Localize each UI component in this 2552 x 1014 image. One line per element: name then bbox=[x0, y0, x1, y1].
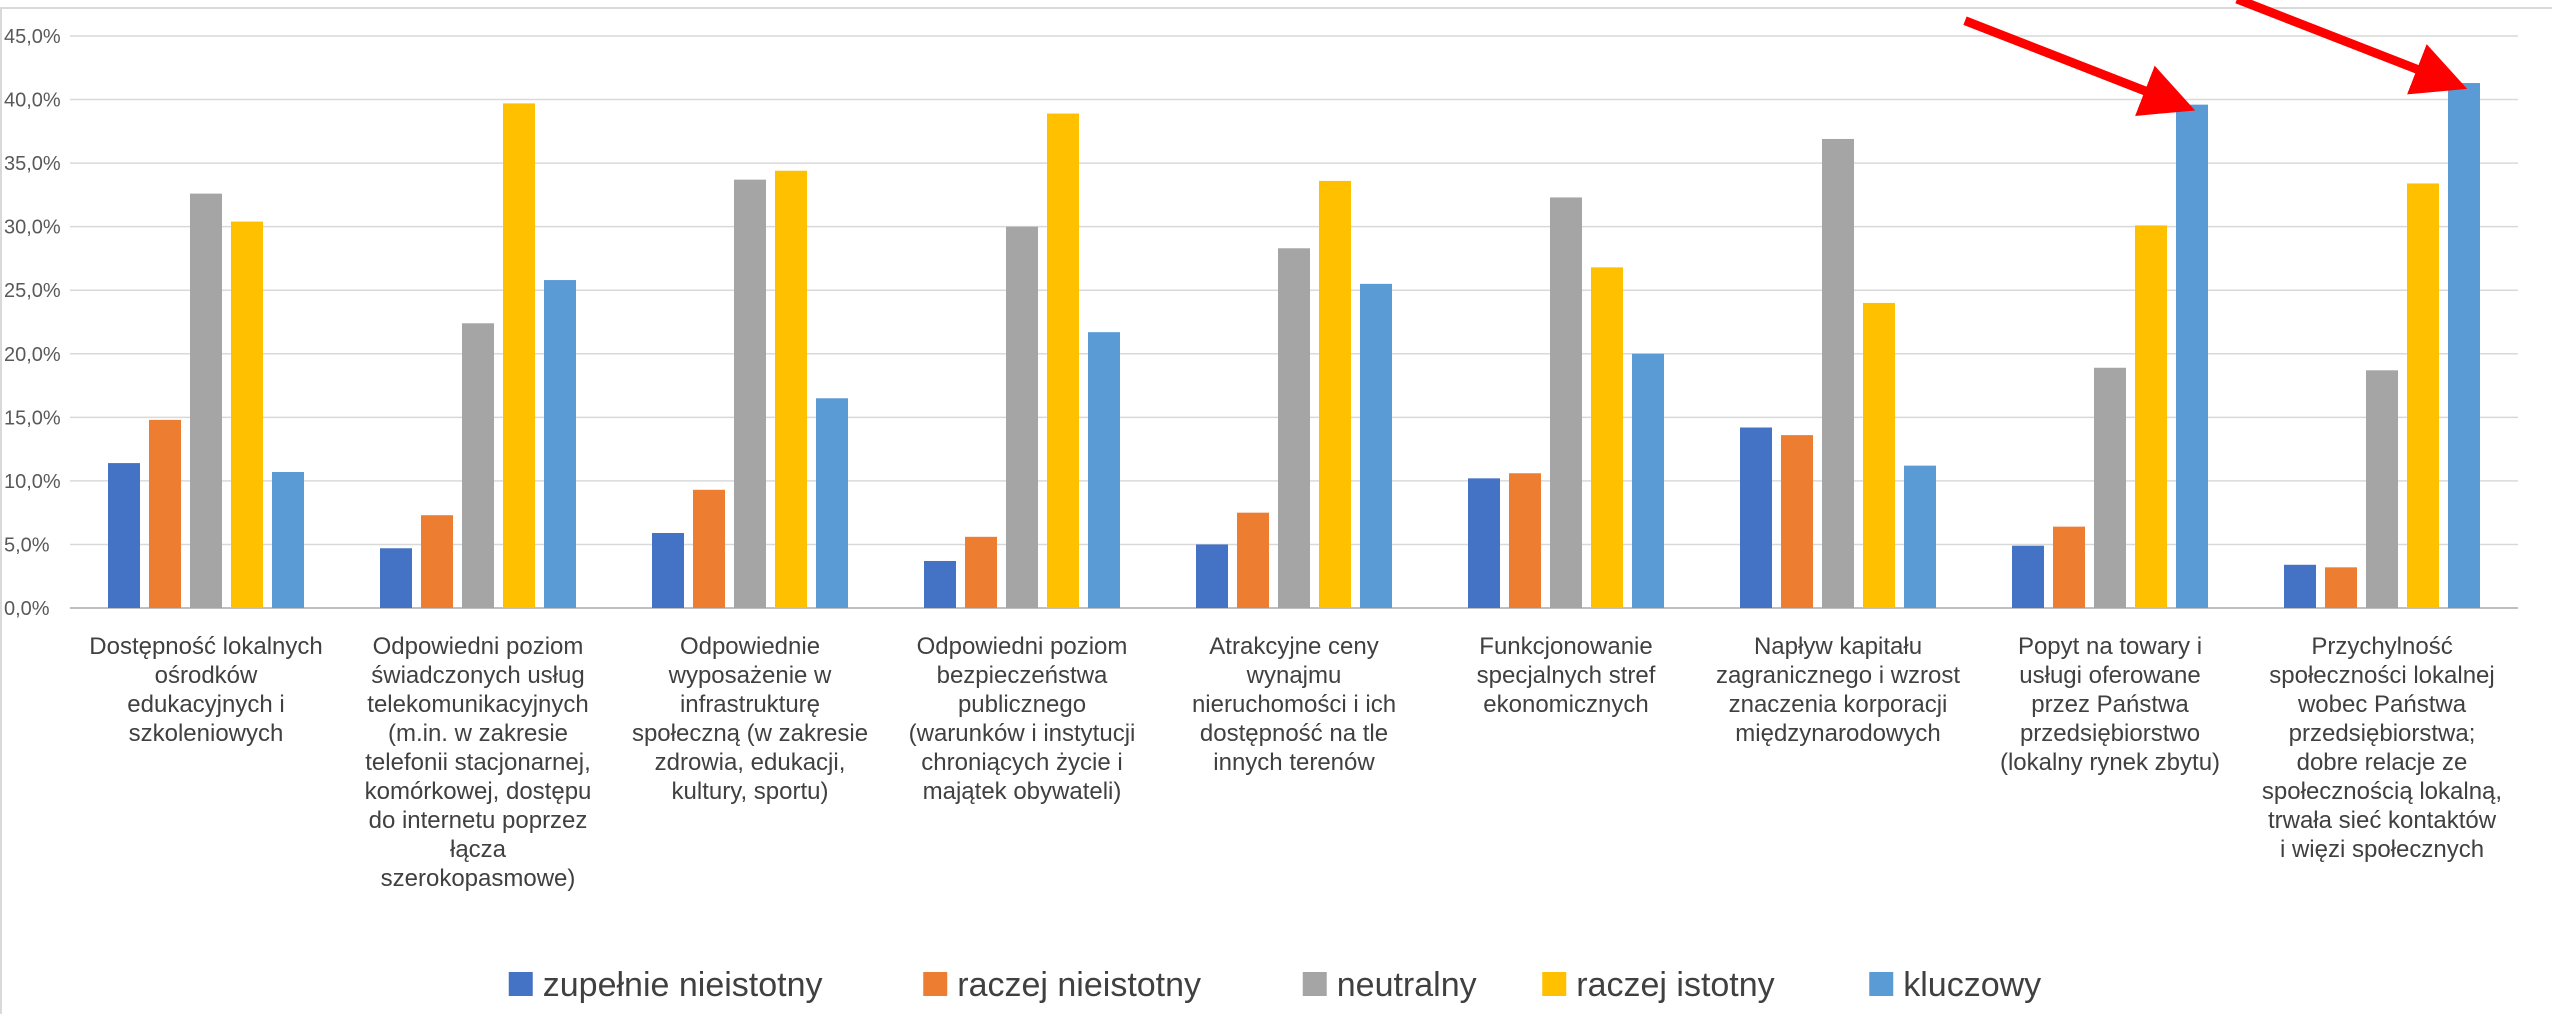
bar-1-1 bbox=[108, 463, 140, 608]
legend-swatch bbox=[1869, 972, 1894, 996]
bar-5-3 bbox=[816, 398, 848, 608]
y-tick-label: 5,0% bbox=[4, 534, 50, 556]
legend-item: raczej nieistotny bbox=[923, 966, 1201, 1004]
legend-label: neutralny bbox=[1337, 966, 1477, 1004]
legend-swatch bbox=[1542, 972, 1567, 996]
y-tick-label: 40,0% bbox=[4, 90, 61, 112]
bar-5-2 bbox=[544, 280, 576, 608]
bar-1-6 bbox=[1468, 478, 1500, 608]
bar-3-1 bbox=[190, 193, 222, 608]
bar-2-6 bbox=[1509, 473, 1541, 608]
bar-4-5 bbox=[1319, 180, 1351, 608]
bar-1-7 bbox=[1740, 427, 1772, 608]
bar-2-1 bbox=[149, 419, 181, 608]
bar-2-9 bbox=[2325, 567, 2357, 608]
bar-1-8 bbox=[2012, 545, 2044, 608]
x-category-label: Funkcjonowanie specjalnych stref ekonomicz… bbox=[1477, 633, 1656, 718]
y-tick-label: 10,0% bbox=[4, 471, 61, 493]
bar-1-4 bbox=[924, 560, 956, 608]
x-category-label: Odpowiednie wyposażenie w infrastrukturę sp… bbox=[632, 633, 868, 805]
legend-swatch bbox=[508, 972, 533, 996]
bar-4-9 bbox=[2407, 183, 2439, 608]
x-category-label: Dostępność lokalnych ośrodków edukacyjnych… bbox=[89, 633, 322, 747]
x-category-label: Odpowiedni poziom bezpieczeństwa publiczne… bbox=[909, 633, 1136, 805]
bar-3-7 bbox=[1822, 138, 1854, 608]
bar-4-1 bbox=[231, 221, 263, 609]
bar-1-3 bbox=[652, 533, 684, 608]
bar-3-9 bbox=[2366, 370, 2398, 608]
legend-swatch bbox=[923, 972, 948, 996]
x-category-label: Napływ kapitału zagranicznego i wzrost zna… bbox=[1716, 633, 1960, 747]
bar-3-2 bbox=[462, 323, 494, 608]
red-arrow-annotation bbox=[1963, 16, 2196, 116]
legend-label: raczej istotny bbox=[1576, 966, 1774, 1004]
bar-1-5 bbox=[1196, 544, 1228, 608]
legend-label: kluczowy bbox=[1903, 966, 2041, 1004]
legend-label: zupełnie nieistotny bbox=[543, 966, 823, 1004]
bar-3-4 bbox=[1006, 226, 1038, 608]
red-arrow-annotation bbox=[2235, 0, 2468, 95]
y-tick-label: 25,0% bbox=[4, 280, 61, 302]
legend-item: raczej istotny bbox=[1542, 966, 1775, 1004]
bar-5-8 bbox=[2176, 104, 2208, 608]
bar-4-4 bbox=[1047, 113, 1079, 608]
bar-3-3 bbox=[734, 179, 766, 608]
bar-2-4 bbox=[965, 536, 997, 608]
bar-3-8 bbox=[2094, 367, 2126, 608]
bar-4-3 bbox=[775, 170, 807, 608]
bar-2-8 bbox=[2053, 526, 2085, 608]
y-tick-label: 0,0% bbox=[4, 598, 50, 620]
bar-5-9 bbox=[2448, 83, 2480, 608]
bar-4-6 bbox=[1591, 267, 1623, 608]
bar-5-4 bbox=[1088, 332, 1120, 608]
legend-item: neutralny bbox=[1302, 966, 1477, 1004]
bar-1-2 bbox=[380, 548, 412, 608]
bar-2-7 bbox=[1781, 435, 1813, 608]
bar-4-2 bbox=[503, 103, 535, 608]
legend-swatch bbox=[1302, 972, 1327, 996]
y-tick-label: 35,0% bbox=[4, 153, 61, 175]
bar-4-8 bbox=[2135, 225, 2167, 608]
bar-2-2 bbox=[421, 515, 453, 608]
y-tick-label: 20,0% bbox=[4, 344, 61, 366]
bar-5-7 bbox=[1904, 465, 1936, 608]
y-tick-label: 15,0% bbox=[4, 407, 61, 429]
legend-item: zupełnie nieistotny bbox=[508, 966, 823, 1004]
bar-2-3 bbox=[693, 489, 725, 608]
legend-label: raczej nieistotny bbox=[957, 966, 1201, 1004]
bar-5-5 bbox=[1360, 283, 1392, 608]
y-tick-label: 45,0% bbox=[4, 26, 61, 48]
bar-2-5 bbox=[1237, 512, 1269, 608]
bar-1-9 bbox=[2284, 564, 2316, 608]
bar-4-7 bbox=[1863, 302, 1895, 608]
x-category-label: Odpowiedni poziom świadczonych usług telek… bbox=[365, 633, 592, 892]
bar-5-6 bbox=[1632, 353, 1664, 608]
x-category-label: Popyt na towary i usługi oferowane przez P… bbox=[2000, 633, 2220, 776]
bar-5-1 bbox=[272, 471, 304, 608]
x-category-label: Przychylność społeczności lokalnej wobec P… bbox=[2262, 633, 2502, 863]
y-tick-label: 30,0% bbox=[4, 217, 61, 239]
legend-item: kluczowy bbox=[1869, 966, 2041, 1004]
x-category-label: Atrakcyjne ceny wynajmu nieruchomości i ic… bbox=[1192, 633, 1396, 776]
bar-3-6 bbox=[1550, 197, 1582, 609]
bar-3-5 bbox=[1278, 248, 1310, 608]
